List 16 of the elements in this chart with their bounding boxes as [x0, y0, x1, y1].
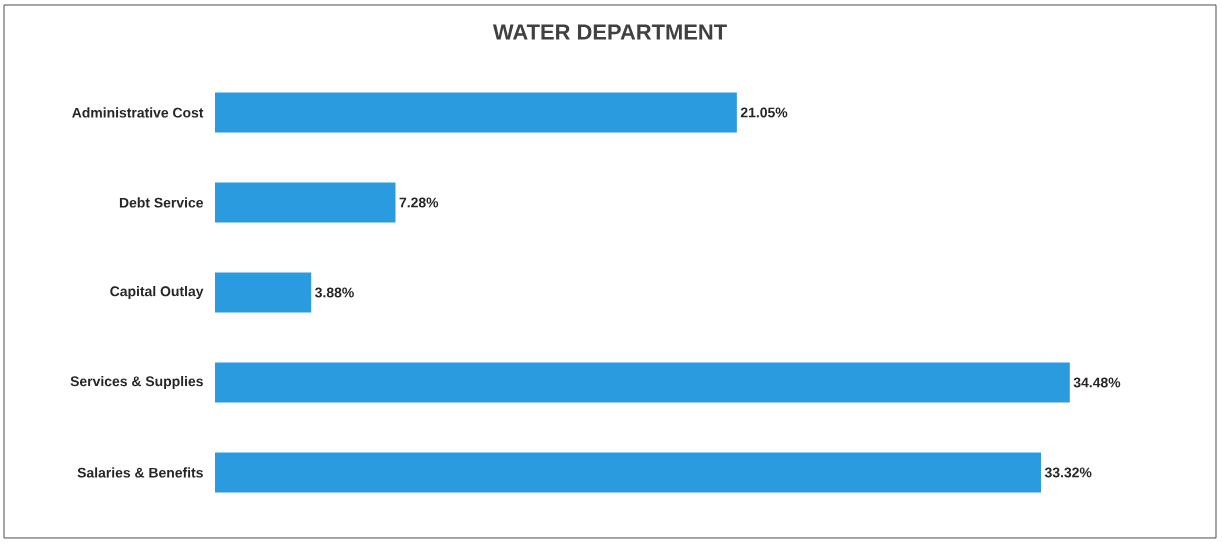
- y-tick-label: Salaries & Benefits: [77, 467, 203, 478]
- y-tick-label: Debt Service: [119, 197, 203, 208]
- y-tick-label: Administrative Cost: [72, 107, 204, 118]
- data-label: 34.48%: [1073, 377, 1121, 388]
- bar: [215, 92, 737, 133]
- data-label: 33.32%: [1044, 467, 1092, 478]
- bar: [215, 452, 1042, 493]
- data-label: 3.88%: [315, 287, 354, 298]
- bar: [215, 362, 1070, 403]
- chart-title: WATER DEPARTMENT: [492, 24, 727, 40]
- bar: [215, 182, 396, 223]
- data-label: 21.05%: [740, 107, 788, 118]
- y-tick-label: Capital Outlay: [110, 285, 204, 299]
- data-label: 7.28%: [399, 197, 439, 208]
- bar: [215, 272, 312, 313]
- y-tick-label: Services & Supplies: [70, 375, 203, 389]
